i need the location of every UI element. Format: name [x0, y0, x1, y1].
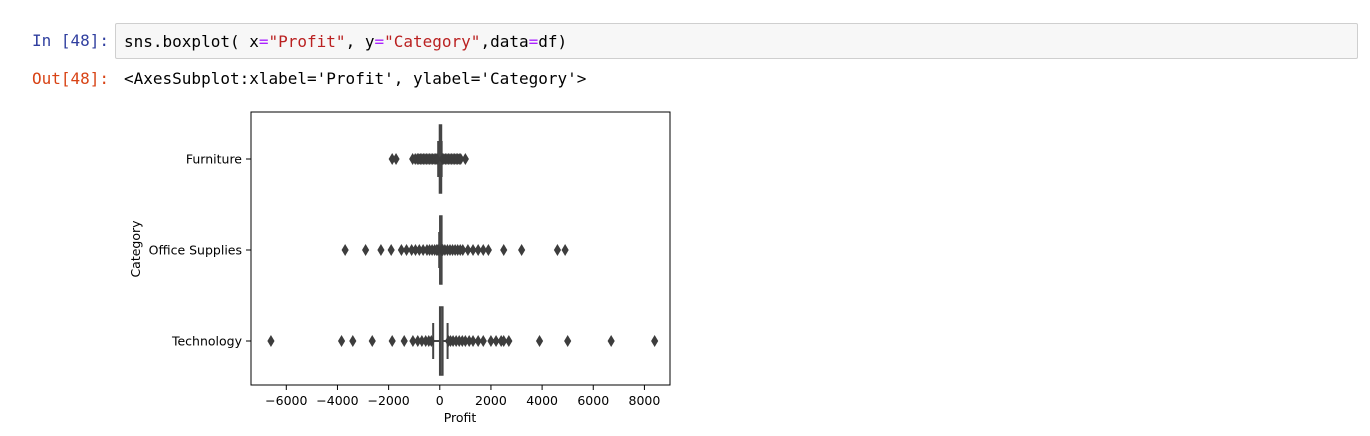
outlier-point	[402, 244, 411, 256]
outlier-point	[267, 335, 275, 347]
outlier-point	[457, 153, 465, 165]
outlier-point	[459, 244, 467, 256]
outlier-point	[392, 153, 400, 165]
outlier-point	[474, 335, 482, 347]
outlier-point	[368, 335, 376, 347]
outlier-point	[500, 244, 508, 256]
outlier-point	[484, 244, 492, 256]
outlier-point	[377, 244, 385, 256]
x-tick-label: −2000	[367, 393, 409, 408]
code-token: df)	[538, 32, 568, 51]
outlier-point	[397, 244, 405, 256]
outlier-point	[400, 335, 408, 347]
outlier-point	[561, 244, 569, 256]
outlier-point	[461, 153, 469, 165]
code-operator: =	[374, 32, 385, 51]
code-token: ,data	[480, 32, 529, 51]
x-tick-label: 0	[436, 393, 444, 408]
output-prompt: Out[48]:	[32, 69, 110, 88]
outlier-point	[474, 244, 482, 256]
outlier-point	[469, 335, 477, 347]
outlier-point	[651, 335, 659, 347]
input-prompt: In [48]:	[32, 31, 110, 50]
outlier-point	[487, 335, 495, 347]
y-axis-label: Category	[128, 220, 143, 278]
x-tick-label: −4000	[316, 393, 358, 408]
y-tick-label: Office Supplies	[149, 243, 242, 258]
code-line[interactable]: sns.boxplot( x="Profit", y="Category",da…	[124, 32, 567, 52]
outlier-point	[553, 244, 562, 256]
outlier-point	[362, 244, 370, 256]
outlier-point	[479, 335, 487, 347]
code-token: sns.boxplot( x	[124, 32, 259, 51]
outlier-point	[341, 244, 349, 256]
outlier-point	[409, 335, 417, 347]
x-tick-label: 4000	[526, 393, 558, 408]
x-tick-label: 6000	[577, 393, 609, 408]
x-axis-label: Profit	[444, 410, 477, 425]
outlier-point	[500, 335, 508, 347]
outlier-point	[607, 335, 615, 347]
x-tick-label: 8000	[629, 393, 661, 408]
outlier-point	[492, 335, 500, 347]
outlier-point	[505, 335, 513, 347]
boxplot-figure: −6000 −4000 −2000 0 2000 4000 6000 8000 Furnitu…	[120, 100, 680, 434]
code-token: , y	[345, 32, 375, 51]
outlier-point	[387, 244, 395, 256]
code-string: "Category"	[384, 32, 481, 51]
code-operator: =	[528, 32, 539, 51]
y-tick-label: Furniture	[186, 152, 242, 167]
x-tick-label: −6000	[265, 393, 307, 408]
outlier-point	[349, 335, 357, 347]
outlier-point	[564, 335, 572, 347]
outlier-point	[337, 335, 346, 347]
y-tick-label: Technology	[171, 334, 243, 349]
boxplot-chart: −6000 −4000 −2000 0 2000 4000 6000 8000 Furnitu…	[128, 111, 671, 425]
outlier-point	[433, 153, 441, 165]
code-input-cell[interactable]: sns.boxplot( x="Profit", y="Category",da…	[115, 23, 1358, 59]
outlier-point	[388, 335, 396, 347]
outlier-point	[464, 244, 472, 256]
outlier-point	[518, 244, 526, 256]
outlier-point	[479, 244, 487, 256]
code-operator: =	[258, 32, 269, 51]
axes-frame	[250, 111, 671, 386]
outlier-point	[469, 244, 477, 256]
code-string: "Profit"	[268, 32, 346, 51]
output-text: <AxesSubplot:xlabel='Profit', ylabel='Ca…	[124, 69, 587, 88]
outlier-point	[535, 335, 544, 347]
x-tick-label: 2000	[475, 393, 507, 408]
outlier-point	[427, 335, 435, 347]
